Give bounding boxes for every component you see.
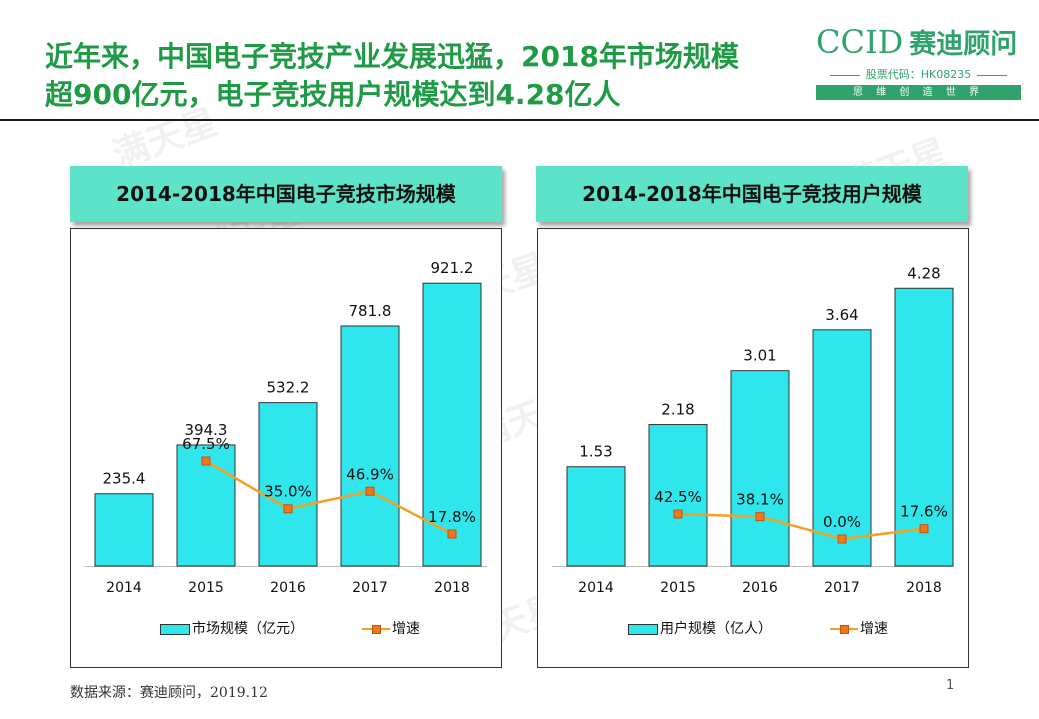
legend-item-growth: 增速	[830, 621, 888, 637]
chart-title-users: 2014-2018年中国电子竞技用户规模	[536, 166, 968, 222]
page-title-line-1: 近年来，中国电子竞技产业发展迅猛，2018年市场规模	[45, 40, 739, 73]
bar-value-label: 235.4	[103, 470, 146, 488]
chart-market-size: 235.4 2014 394.3 2015 532.2 2016 781.8 2017 921.…	[85, 259, 487, 596]
chart-title-market: 2014-2018年中国电子竞技市场规模	[70, 166, 502, 222]
legend-bar-swatch	[628, 623, 658, 635]
legend-label-market-size: 市场规模（亿元）	[192, 621, 304, 637]
bar-value-label: 3.01	[743, 347, 776, 365]
growth-value-label: 17.8%	[428, 508, 476, 526]
growth-line	[205, 459, 453, 536]
growth-value-label: 46.9%	[346, 465, 394, 483]
x-tick-label: 2016	[270, 580, 306, 596]
x-tick-label: 2017	[824, 580, 860, 596]
growth-value-label: 35.0%	[264, 483, 312, 501]
logo-brand-en: CCID	[816, 23, 904, 61]
growth-value-label: 67.5%	[182, 435, 230, 453]
bar-value-label: 1.53	[579, 443, 612, 461]
x-tick-label: 2015	[660, 580, 696, 596]
bar-value-label: 921.2	[431, 259, 474, 277]
legend-label-user-size: 用户规模（亿人）	[660, 621, 772, 637]
growth-value-label: 0.0%	[823, 513, 861, 531]
legend-item-market-size: 市场规模（亿元）	[160, 621, 304, 637]
stock-code: 股票代码：HK08235	[816, 66, 1021, 82]
bar-value-label: 394.3	[185, 421, 228, 439]
legend-item-growth: 增速	[362, 621, 420, 637]
legend-line-swatch	[362, 624, 390, 634]
bar-2016	[730, 370, 790, 567]
x-tick-label: 2016	[742, 580, 778, 596]
bar-2016	[258, 402, 318, 567]
x-tick-label: 2018	[434, 580, 470, 596]
growth-marker	[365, 486, 375, 496]
legend-users: 用户规模（亿人） 增速	[628, 618, 888, 640]
growth-value-label: 17.6%	[900, 503, 948, 521]
legend-bar-swatch	[160, 623, 190, 635]
growth-value-label: 38.1%	[736, 491, 784, 509]
x-tick-label: 2014	[578, 580, 614, 596]
growth-value-label: 42.5%	[654, 488, 702, 506]
bar-value-label: 3.64	[825, 306, 858, 324]
bar-value-label: 532.2	[267, 379, 310, 397]
bar-2015	[648, 424, 708, 567]
logo-brand: CCID 赛迪顾问	[816, 22, 1017, 61]
growth-marker	[447, 529, 457, 539]
x-tick-label: 2017	[352, 580, 388, 596]
growth-line	[677, 512, 925, 541]
growth-marker	[755, 512, 765, 522]
logo-slogan: 思 维 创 造 世 界	[816, 85, 1021, 100]
bar-2017	[340, 325, 400, 567]
logo-brand-cn: 赛迪顾问	[909, 29, 1018, 60]
x-tick-label: 2015	[188, 580, 224, 596]
page-title: 近年来，中国电子竞技产业发展迅猛，2018年市场规模 超900亿元，电子竞技用户…	[45, 38, 805, 114]
bar-2018	[422, 282, 482, 567]
legend-label-growth: 增速	[392, 621, 420, 637]
bar-2018	[894, 287, 954, 567]
bar-2014	[94, 493, 154, 567]
legend-line-swatch	[830, 624, 858, 634]
bar-value-label: 781.8	[349, 302, 392, 320]
growth-marker	[201, 456, 211, 466]
page-number: 1	[946, 678, 955, 693]
legend-item-user-size: 用户规模（亿人）	[628, 621, 772, 637]
growth-marker	[283, 504, 293, 514]
bar-2014	[566, 466, 626, 567]
ccid-logo: CCID 赛迪顾问 股票代码：HK08235 思 维 创 造 世 界	[816, 22, 1026, 102]
growth-marker	[673, 509, 683, 519]
chart-user-size: 1.53 2014 2.18 2015 3.01 2016 3.64 2017 4.28 2018…	[552, 264, 954, 596]
legend-label-growth: 增速	[860, 621, 888, 637]
page-title-line-2: 超900亿元，电子竞技用户规模达到4.28亿人	[45, 78, 621, 111]
data-source: 数据来源：赛迪顾问，2019.12	[70, 685, 268, 701]
bar-2017	[812, 329, 872, 567]
x-tick-label: 2018	[906, 580, 942, 596]
header-divider	[0, 119, 1039, 121]
bar-value-label: 4.28	[907, 264, 940, 282]
growth-marker	[919, 524, 929, 534]
x-tick-label: 2014	[106, 580, 142, 596]
bar-value-label: 2.18	[661, 401, 694, 419]
growth-marker	[837, 534, 847, 544]
legend-market: 市场规模（亿元） 增速	[160, 618, 420, 640]
